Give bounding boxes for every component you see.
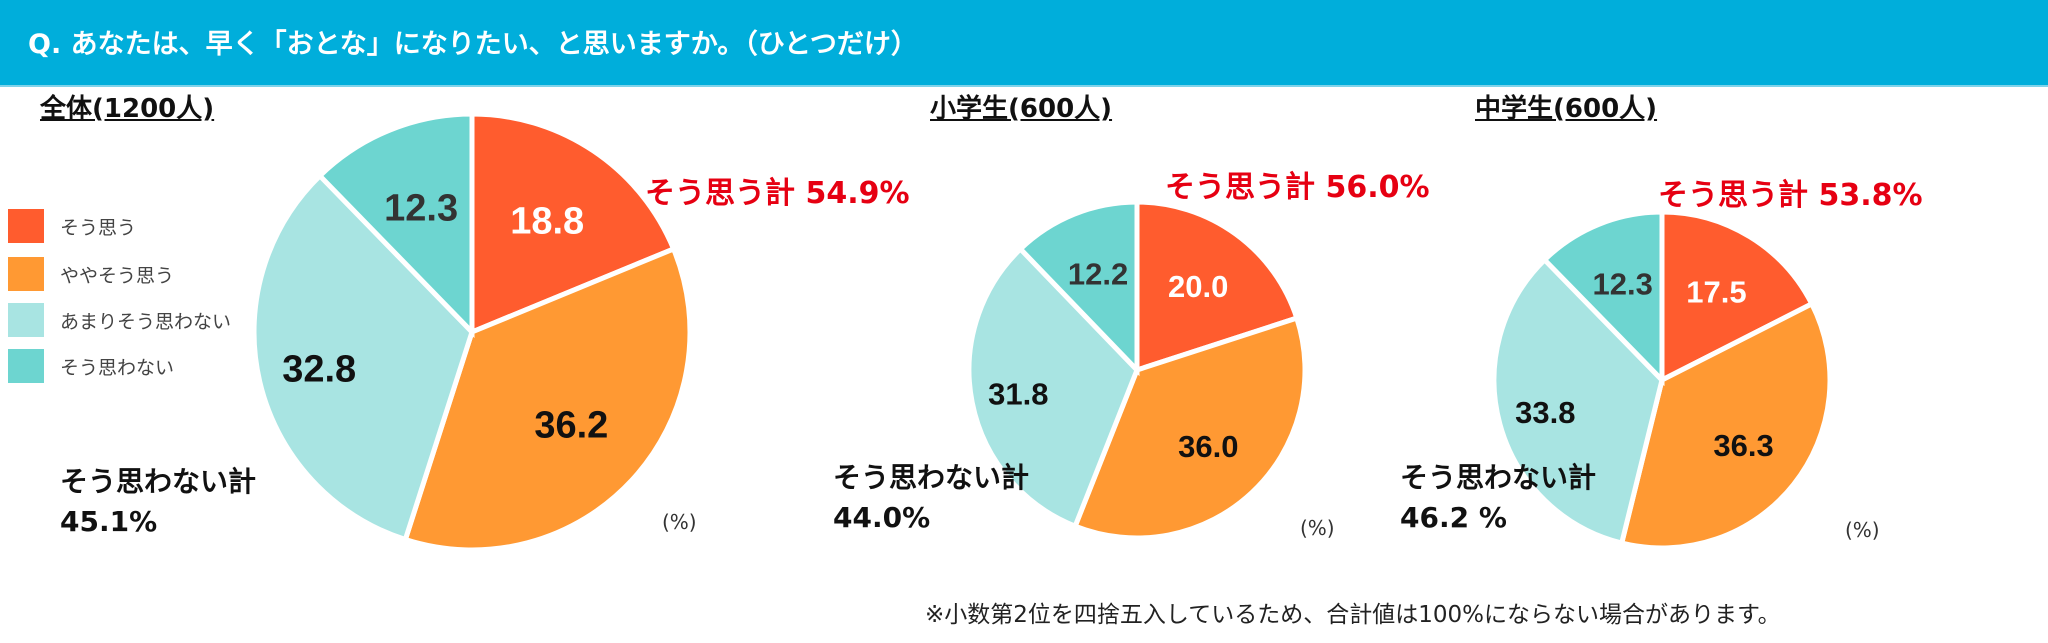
pie-title-all: 全体(1200人) <box>40 94 215 124</box>
data-label: 18.8 <box>510 200 584 242</box>
no-total-value: 44.0% <box>833 501 931 534</box>
data-label: 12.3 <box>1593 267 1653 302</box>
legend-label: ややそう思う <box>60 264 175 287</box>
legend-item-yes: そう思う <box>8 208 136 244</box>
pie-slice <box>1016 199 1140 377</box>
no-total-elementary: そう思わない計 44.0% <box>833 458 1029 538</box>
legend-label: そう思わない <box>60 356 175 379</box>
data-label: 32.8 <box>282 349 356 391</box>
legend-item-somewhat-yes: ややそう思う <box>8 256 174 292</box>
pie-slice <box>469 111 677 336</box>
no-total-value: 45.1% <box>60 505 158 538</box>
data-label: 17.5 <box>1686 274 1746 309</box>
data-label: 12.2 <box>1068 257 1128 292</box>
question-title: Q. あなたは、早く「おとな」になりたい、と思いますか。（ひとつだけ） <box>28 29 918 60</box>
data-label: 36.2 <box>534 404 608 446</box>
legend-label: あまりそう思わない <box>60 310 232 333</box>
pie-title-elementary: 小学生(600人) <box>930 94 1113 124</box>
pie-slice <box>1659 209 1816 385</box>
no-total-label: そう思わない計 <box>60 465 257 498</box>
legend-item-somewhat-no: あまりそう思わない <box>8 302 231 338</box>
legend-swatch <box>8 209 44 243</box>
data-label: 20.0 <box>1168 269 1228 304</box>
pie-slice <box>1071 314 1308 541</box>
pie-slice <box>1134 199 1300 374</box>
legend-swatch <box>8 257 44 291</box>
no-total-all: そう思わない計 45.1% <box>60 462 256 542</box>
data-label: 36.0 <box>1178 429 1238 464</box>
data-label: 33.8 <box>1515 395 1575 430</box>
data-label: 36.3 <box>1713 428 1773 463</box>
pie-slice <box>1541 209 1665 387</box>
pie-slice <box>1491 256 1665 547</box>
question-header: Q. あなたは、早く「おとな」になりたい、と思いますか。（ひとつだけ） <box>0 0 2048 87</box>
legend-label: そう思う <box>60 216 137 239</box>
legend-item-no: そう思わない <box>8 348 174 384</box>
yes-total-elementary: そう思う計 56.0% <box>1165 170 1430 205</box>
yes-total-all: そう思う計 54.9% <box>645 176 910 211</box>
no-total-label: そう思わない計 <box>833 461 1030 494</box>
no-total-label: そう思わない計 <box>1400 461 1597 494</box>
no-total-value: 46.2 % <box>1400 501 1507 534</box>
data-label: 12.3 <box>384 187 458 229</box>
pie-slice <box>966 245 1140 530</box>
footnote: ※小数第2位を四捨五入しているため、合計値は100%にならない場合があります。 <box>925 602 1781 628</box>
legend-swatch <box>8 349 44 383</box>
yes-total-junior-high: そう思う計 53.8% <box>1658 178 1923 213</box>
unit-label-elementary: (%) <box>1300 516 1335 540</box>
pie-slice <box>402 245 693 553</box>
unit-label-junior-high: (%) <box>1845 518 1880 542</box>
pie-slice <box>251 172 475 543</box>
no-total-junior-high: そう思わない計 46.2 % <box>1400 458 1596 538</box>
pie-title-junior-high: 中学生(600人) <box>1475 94 1658 124</box>
data-label: 31.8 <box>988 377 1048 412</box>
pie-slice <box>316 111 475 339</box>
unit-label-all: (%) <box>662 510 697 534</box>
legend-swatch <box>8 303 44 337</box>
pie-slice <box>1618 300 1833 551</box>
